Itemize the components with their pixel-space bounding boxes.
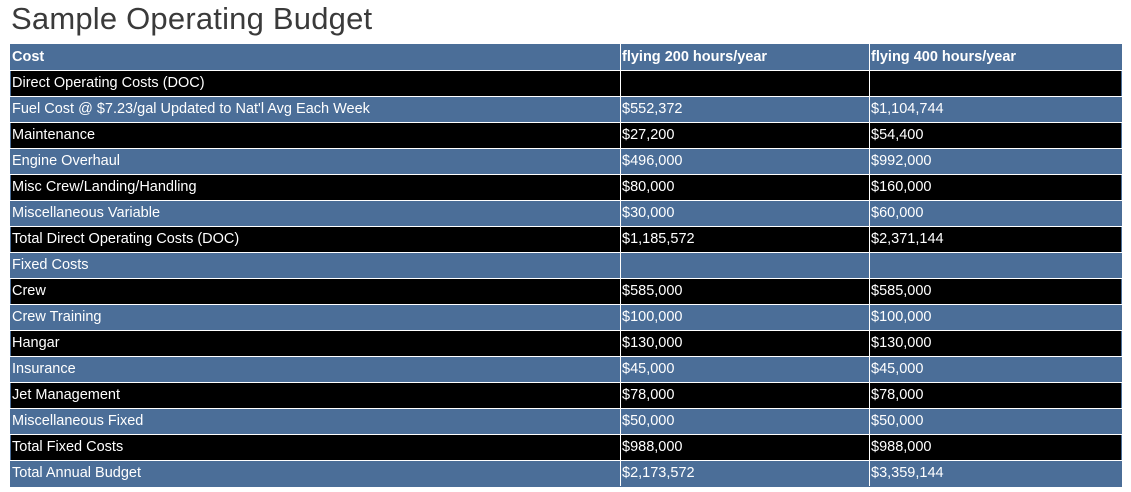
value-200-hours: $1,185,572 [620,226,870,253]
value-200-hours [620,252,870,279]
table-row: Total Direct Operating Costs (DOC) $1,18… [10,226,1122,253]
value-400-hours: $2,371,144 [869,226,1122,253]
table-row: Maintenance $27,200 $54,400 [10,122,1122,149]
value-400-hours: $100,000 [869,304,1122,331]
value-400-hours [869,252,1122,279]
value-400-hours [869,70,1122,97]
value-200-hours: $78,000 [620,382,870,409]
column-header-cost: Cost [10,44,621,71]
value-200-hours: $2,173,572 [620,460,870,487]
value-400-hours: $45,000 [869,356,1122,383]
value-400-hours: $160,000 [869,174,1122,201]
page-title: Sample Operating Budget [11,1,373,36]
value-200-hours: $27,200 [620,122,870,149]
value-200-hours: $50,000 [620,408,870,435]
cost-label: Direct Operating Costs (DOC) [10,70,621,97]
table-row: Crew $585,000 $585,000 [10,278,1122,305]
table-row: Total Annual Budget $2,173,572 $3,359,14… [10,460,1122,487]
table-row: Misc Crew/Landing/Handling $80,000 $160,… [10,174,1122,201]
table-row: Fixed Costs [10,252,1122,279]
value-200-hours: $988,000 [620,434,870,461]
cost-label: Total Fixed Costs [10,434,621,461]
cost-label: Insurance [10,356,621,383]
cost-label: Miscellaneous Fixed [10,408,621,435]
cost-label: Crew [10,278,621,305]
value-400-hours: $50,000 [869,408,1122,435]
cost-label: Miscellaneous Variable [10,200,621,227]
value-400-hours: $3,359,144 [869,460,1122,487]
table-row: Insurance $45,000 $45,000 [10,356,1122,383]
value-200-hours: $552,372 [620,96,870,123]
table-row: Crew Training $100,000 $100,000 [10,304,1122,331]
cost-label: Engine Overhaul [10,148,621,175]
value-200-hours: $100,000 [620,304,870,331]
column-header-400-hours: flying 400 hours/year [869,44,1122,71]
cost-label: Crew Training [10,304,621,331]
table-header-row: Cost flying 200 hours/year flying 400 ho… [10,44,1122,71]
table-row: Jet Management $78,000 $78,000 [10,382,1122,409]
budget-table: Cost flying 200 hours/year flying 400 ho… [10,44,1122,487]
value-400-hours: $60,000 [869,200,1122,227]
value-400-hours: $992,000 [869,148,1122,175]
table-row: Total Fixed Costs $988,000 $988,000 [10,434,1122,461]
cost-label: Total Annual Budget [10,460,621,487]
cost-label: Misc Crew/Landing/Handling [10,174,621,201]
value-200-hours [620,70,870,97]
cost-label: Hangar [10,330,621,357]
value-200-hours: $30,000 [620,200,870,227]
value-200-hours: $585,000 [620,278,870,305]
value-400-hours: $78,000 [869,382,1122,409]
table-row: Direct Operating Costs (DOC) [10,70,1122,97]
value-400-hours: $585,000 [869,278,1122,305]
cost-label: Fixed Costs [10,252,621,279]
cost-label: Total Direct Operating Costs (DOC) [10,226,621,253]
value-400-hours: $54,400 [869,122,1122,149]
cost-label: Fuel Cost @ $7.23/gal Updated to Nat'l A… [10,96,621,123]
value-200-hours: $80,000 [620,174,870,201]
value-200-hours: $45,000 [620,356,870,383]
table-row: Miscellaneous Variable $30,000 $60,000 [10,200,1122,227]
table-row: Miscellaneous Fixed $50,000 $50,000 [10,408,1122,435]
table-row: Engine Overhaul $496,000 $992,000 [10,148,1122,175]
column-header-200-hours: flying 200 hours/year [620,44,870,71]
cost-label: Jet Management [10,382,621,409]
cost-label: Maintenance [10,122,621,149]
value-200-hours: $130,000 [620,330,870,357]
value-400-hours: $1,104,744 [869,96,1122,123]
value-400-hours: $130,000 [869,330,1122,357]
table-row: Hangar $130,000 $130,000 [10,330,1122,357]
value-200-hours: $496,000 [620,148,870,175]
value-400-hours: $988,000 [869,434,1122,461]
table-row: Fuel Cost @ $7.23/gal Updated to Nat'l A… [10,96,1122,123]
